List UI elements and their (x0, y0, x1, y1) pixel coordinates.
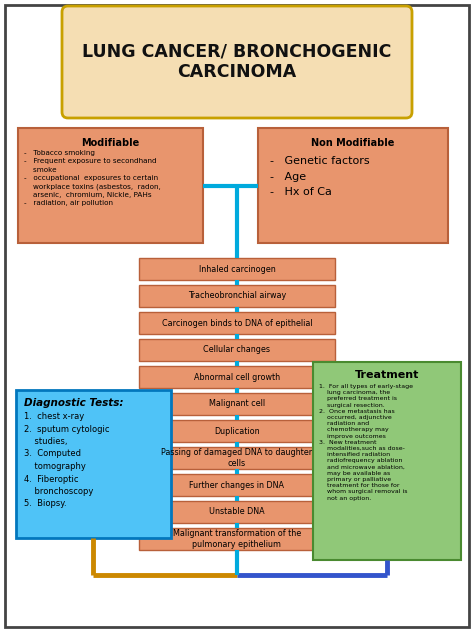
Text: Abnormal cell growth: Abnormal cell growth (194, 372, 280, 382)
Text: 1.  chest x-ray
2.  sputum cytologic
    studies,
3.  Computed
    tomography
4.: 1. chest x-ray 2. sputum cytologic studi… (24, 412, 109, 509)
FancyBboxPatch shape (5, 5, 469, 627)
Text: LUNG CANCER/ BRONCHOGENIC
CARCINOMA: LUNG CANCER/ BRONCHOGENIC CARCINOMA (82, 42, 392, 82)
FancyBboxPatch shape (139, 420, 335, 442)
FancyBboxPatch shape (62, 6, 412, 118)
Text: Malignant cell: Malignant cell (209, 399, 265, 408)
Text: Inhaled carcinogen: Inhaled carcinogen (199, 265, 275, 274)
FancyBboxPatch shape (139, 339, 335, 361)
FancyBboxPatch shape (139, 528, 335, 550)
FancyBboxPatch shape (139, 447, 335, 469)
FancyBboxPatch shape (258, 128, 448, 243)
Text: -   Genetic factors
-   Age
-   Hx of Ca: - Genetic factors - Age - Hx of Ca (270, 156, 370, 197)
FancyBboxPatch shape (139, 258, 335, 280)
Text: Carcinogen binds to DNA of epithelial: Carcinogen binds to DNA of epithelial (162, 319, 312, 327)
Text: Diagnostic Tests:: Diagnostic Tests: (24, 398, 124, 408)
Text: Unstable DNA: Unstable DNA (209, 507, 265, 516)
Text: 1.  For all types of early-stage
    lung carcinoma, the
    preferred treatment: 1. For all types of early-stage lung car… (319, 384, 413, 501)
Text: Malignant transformation of the
pulmonary epithelium: Malignant transformation of the pulmonar… (173, 530, 301, 549)
Text: Duplication: Duplication (214, 427, 260, 435)
FancyBboxPatch shape (139, 393, 335, 415)
FancyBboxPatch shape (139, 312, 335, 334)
FancyBboxPatch shape (313, 362, 461, 560)
Text: Modifiable: Modifiable (82, 138, 140, 148)
FancyBboxPatch shape (139, 474, 335, 496)
Text: Cellular changes: Cellular changes (203, 346, 271, 355)
Text: Tracheobronchial airway: Tracheobronchial airway (188, 291, 286, 300)
FancyBboxPatch shape (139, 285, 335, 307)
Text: -   Tobacco smoking
-   Frequent exposure to secondhand
    smoke
-   occupation: - Tobacco smoking - Frequent exposure to… (24, 150, 161, 206)
FancyBboxPatch shape (18, 128, 203, 243)
Text: Treatment: Treatment (355, 370, 419, 380)
Text: Further changes in DNA: Further changes in DNA (190, 480, 284, 490)
FancyBboxPatch shape (16, 390, 171, 538)
FancyBboxPatch shape (139, 501, 335, 523)
Text: Passing of damaged DNA to daughter
cells: Passing of damaged DNA to daughter cells (162, 448, 312, 468)
Text: Non Modifiable: Non Modifiable (311, 138, 395, 148)
FancyBboxPatch shape (139, 366, 335, 388)
